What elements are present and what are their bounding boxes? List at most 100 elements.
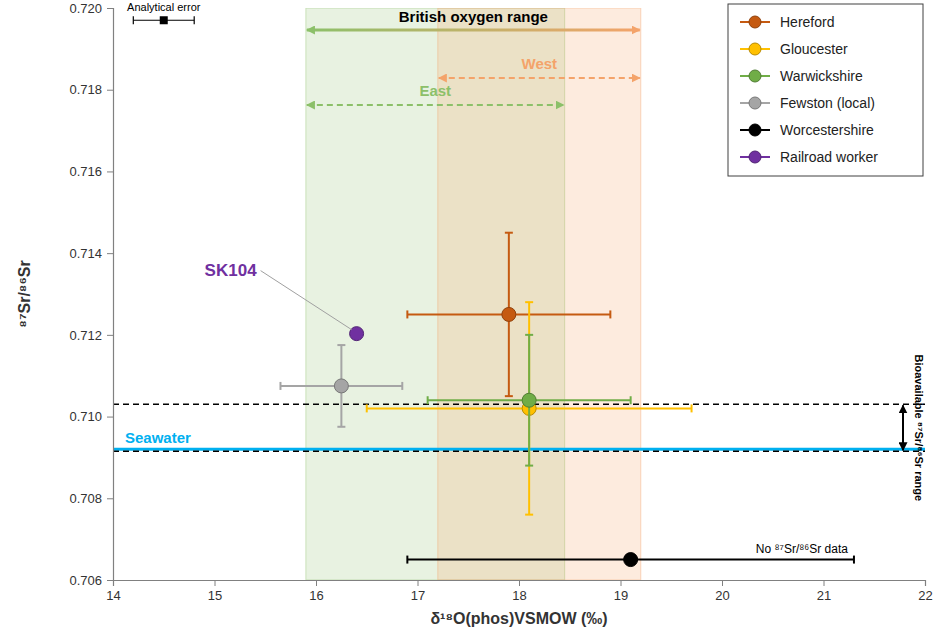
x-tick-label: 15 — [208, 588, 222, 603]
x-error-cap — [853, 556, 855, 564]
legend-item: Worcestershire — [740, 122, 874, 138]
bioavailable-arrow — [902, 405, 904, 450]
annotation: SK104 — [205, 261, 258, 280]
legend-item: Hereford — [740, 14, 834, 30]
x-tick-mark — [316, 580, 317, 586]
point — [502, 307, 516, 321]
x-tick: 15 — [208, 580, 222, 603]
x-tick-label: 14 — [106, 588, 120, 603]
y-error-cap — [505, 232, 513, 234]
x-tick: 14 — [106, 580, 120, 603]
legend-label: Railroad worker — [780, 149, 878, 165]
x-error-cap — [630, 396, 632, 404]
x-tick-mark — [519, 580, 520, 586]
bioavailable-label: Bioavailable ⁸⁷Sr/⁸⁶Sr range — [913, 355, 925, 502]
x-error-cap — [691, 404, 693, 412]
y-tick-mark — [107, 580, 113, 581]
analytical-error-cap — [194, 16, 195, 24]
x-tick-mark — [418, 580, 419, 586]
y-tick-mark — [107, 8, 113, 9]
x-tick: 18 — [512, 580, 526, 603]
y-tick-mark — [107, 417, 113, 418]
range-arrow — [439, 77, 640, 79]
analytical-error-label: Analytical error — [127, 1, 201, 13]
y-axis-title: ⁸⁷Sr/⁸⁶Sr — [16, 260, 33, 327]
y-error-cap — [525, 301, 533, 303]
y-tick-mark — [107, 90, 113, 91]
y-tick-label: 0.710 — [69, 409, 102, 424]
y-tick: 0.712 — [69, 328, 113, 343]
legend-label: Gloucester — [780, 41, 848, 57]
x-tick: 22 — [918, 580, 932, 603]
x-error-cap — [406, 556, 408, 564]
x-tick-label: 16 — [309, 588, 323, 603]
seawater-label: Seawater — [125, 429, 191, 446]
range-label: West — [522, 55, 558, 72]
legend-marker — [749, 97, 761, 109]
x-tick: 19 — [614, 580, 628, 603]
legend-marker — [749, 16, 761, 28]
y-tick-mark — [107, 498, 113, 499]
x-tick-mark — [824, 580, 825, 586]
point — [522, 393, 536, 407]
x-tick-label: 17 — [411, 588, 425, 603]
legend-label: Hereford — [780, 14, 834, 30]
y-tick: 0.706 — [69, 573, 113, 588]
seawater-line — [113, 448, 925, 451]
x-error-cap — [406, 310, 408, 318]
x-tick: 21 — [817, 580, 831, 603]
bioavailable-bound — [113, 451, 925, 453]
y-error-cap — [525, 465, 533, 467]
y-tick-mark — [107, 335, 113, 336]
x-axis: 14 15 16 17 18 19 20 21 22 — [106, 580, 932, 603]
x-tick-label: 18 — [512, 588, 526, 603]
x-tick-mark — [621, 580, 622, 586]
axis-line — [114, 581, 926, 587]
y-tick: 0.718 — [69, 82, 113, 97]
y-tick-mark — [107, 253, 113, 254]
x-tick-label: 22 — [918, 588, 932, 603]
y-tick: 0.716 — [69, 164, 113, 179]
x-tick-mark — [722, 580, 723, 586]
y-tick-label: 0.706 — [69, 573, 102, 588]
range-label: British oxygen range — [399, 8, 548, 25]
range-arrow — [307, 104, 564, 106]
series-note: No ⁸⁷Sr/⁸⁶Sr data — [756, 542, 848, 556]
axis-line — [107, 9, 114, 581]
legend-label: Warwickshire — [780, 68, 863, 84]
point — [334, 379, 348, 393]
legend-item: Gloucester — [740, 41, 848, 57]
y-tick: 0.720 — [69, 1, 113, 16]
x-tick-label: 20 — [715, 588, 729, 603]
legend-label: Fewston (local) — [780, 95, 875, 111]
x-error-cap — [401, 382, 403, 390]
x-tick-mark — [215, 580, 216, 586]
legend-marker — [749, 124, 761, 136]
range-arrow — [307, 29, 640, 32]
legend-marker — [749, 151, 761, 163]
legend-label: Worcestershire — [780, 122, 874, 138]
x-tick-mark — [925, 580, 926, 586]
analytical-error-marker — [160, 16, 168, 24]
annotation-leader — [261, 271, 352, 330]
y-error-cap — [505, 395, 513, 397]
x-error-cap — [427, 396, 429, 404]
x-error-cap — [609, 310, 611, 318]
legend-marker — [749, 70, 761, 82]
x-error-cap — [366, 404, 368, 412]
y-axis: 0.706 0.708 0.710 0.712 0.714 0.716 0.718 0.720 — [69, 1, 113, 588]
analytical-error-cap — [133, 16, 134, 24]
y-tick: 0.714 — [69, 246, 113, 261]
chart: British oxygen range East West Seawater Bioa… — [0, 0, 940, 636]
y-tick-label: 0.720 — [69, 1, 102, 16]
legend-item: Warwickshire — [740, 68, 863, 84]
y-tick: 0.710 — [69, 409, 113, 424]
y-error-cap — [525, 514, 533, 516]
y-tick-mark — [107, 171, 113, 172]
x-tick-label: 19 — [614, 588, 628, 603]
x-error-cap — [279, 382, 281, 390]
y-tick-label: 0.708 — [69, 491, 102, 506]
legend-item: Railroad worker — [740, 149, 878, 165]
range-label: East — [419, 82, 451, 99]
point — [624, 553, 638, 567]
